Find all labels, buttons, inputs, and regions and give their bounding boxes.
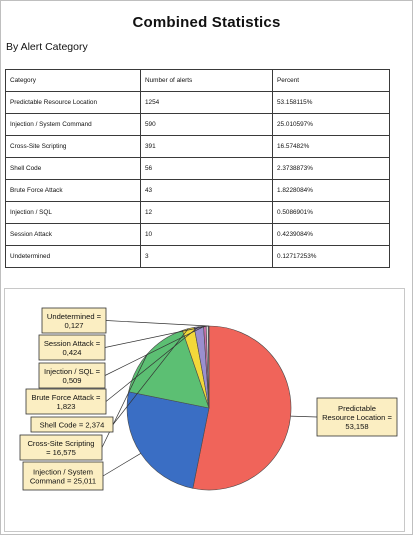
label-text: Brute Force Attack = — [31, 393, 101, 402]
label-text: 1,823 — [56, 402, 75, 411]
table-cell: 25.010597% — [272, 113, 390, 136]
table-cell: Brute Force Attack — [5, 179, 141, 202]
table-cell: Cross-Site Scripting — [5, 135, 141, 158]
statistics-table: Category Number of alerts Percent Predictab… — [5, 69, 390, 268]
leader-line — [105, 326, 200, 402]
table-row: Undetermined 3 0.12717253% — [5, 245, 390, 268]
table-cell: 16.57482% — [272, 135, 390, 158]
label-box — [30, 416, 114, 433]
table-row: Predictable Resource Location 1254 53.1581… — [5, 91, 390, 114]
table-cell: 590 — [140, 113, 273, 136]
label-text: 53,158 — [345, 422, 368, 431]
table-cell: Predictable Resource Location — [5, 91, 141, 114]
table-header-cell: Percent — [272, 69, 390, 92]
slice-label: Session Attack =0,424 — [38, 334, 106, 361]
table-cell: Injection / SQL — [5, 201, 141, 224]
leader-line — [102, 453, 141, 477]
table-row: Session Attack 10 0.4239084% — [5, 223, 390, 246]
table-cell: Injection / System Command — [5, 113, 141, 136]
table-row: Injection / SQL 12 0.5086901% — [5, 201, 390, 224]
slice-label: Injection / SQL =0,509 — [38, 362, 106, 389]
label-box — [38, 334, 106, 361]
label-text: Injection / SQL = — [44, 367, 101, 376]
table-cell: Session Attack — [5, 223, 141, 246]
pie-chart-panel: Predictable Resource Location = 53,158 Inje… — [4, 288, 405, 532]
slice-label: Brute Force Attack =1,823 — [25, 388, 107, 415]
label-text: 0,509 — [62, 376, 81, 385]
slice-label: Cross-Site Scripting= 16,575 — [19, 434, 103, 461]
label-text: Undetermined = — [47, 312, 102, 321]
report-subtitle: By Alert Category — [6, 41, 88, 53]
report-title: Combined Statistics — [132, 14, 281, 31]
table-row: Injection / System Command 590 25.010597% — [5, 113, 390, 136]
table-header-cell: Category — [5, 69, 141, 92]
label-text: Predictable — [338, 404, 376, 413]
table-cell: 10 — [140, 223, 273, 246]
pie-slice — [192, 325, 292, 491]
table-cell: 56 — [140, 157, 273, 180]
label-text: Session Attack = — [44, 339, 101, 348]
slice-label: Undetermined =0,127 — [41, 307, 107, 334]
table-cell: 1254 — [140, 91, 273, 114]
label-text: Command = 25,011 — [30, 477, 96, 486]
table-cell: 3 — [140, 245, 273, 268]
table-row: Cross-Site Scripting 391 16.57482% — [5, 135, 390, 158]
label-text: 0,424 — [62, 348, 81, 357]
table-header-row: Category Number of alerts Percent — [5, 69, 390, 92]
label-box — [41, 307, 107, 334]
label-text: Cross-Site Scripting — [27, 439, 94, 448]
table-cell: 2.3738873% — [272, 157, 390, 180]
label-text: 0,127 — [64, 321, 83, 330]
label-box — [316, 397, 398, 437]
leader-line — [112, 328, 189, 425]
leader-line — [105, 320, 209, 327]
table-cell: 0.12717253% — [272, 245, 390, 268]
label-text: Injection / System — [33, 468, 93, 477]
table-cell: Undetermined — [5, 245, 141, 268]
label-text: = 16,575 — [46, 448, 76, 457]
table-cell: 1.8228084% — [272, 179, 390, 202]
label-box — [19, 434, 103, 461]
leader-line — [104, 325, 206, 376]
table-cell: 391 — [140, 135, 273, 158]
slice-label: Shell Code = 2,374 — [30, 416, 114, 433]
label-text: Resource Location = — [322, 413, 392, 422]
table-cell: 53.158115% — [272, 91, 390, 114]
table-cell: 0.5086901% — [272, 201, 390, 224]
leader-lines — [101, 320, 318, 477]
table-header-cell: Number of alerts — [140, 69, 273, 92]
leader-line — [290, 415, 318, 418]
label-box — [25, 388, 107, 415]
table-row: Shell Code 56 2.3738873% — [5, 157, 390, 180]
table-cell: 43 — [140, 179, 273, 202]
leader-line — [104, 325, 208, 348]
pie-slices — [126, 325, 292, 491]
label-text: Shell Code = 2,374 — [40, 421, 105, 430]
label-box — [38, 362, 106, 389]
table-cell: 0.4239084% — [272, 223, 390, 246]
table-cell: Shell Code — [5, 157, 141, 180]
table-row: Brute Force Attack 43 1.8228084% — [5, 179, 390, 202]
label-box — [22, 461, 104, 491]
table-cell: 12 — [140, 201, 273, 224]
